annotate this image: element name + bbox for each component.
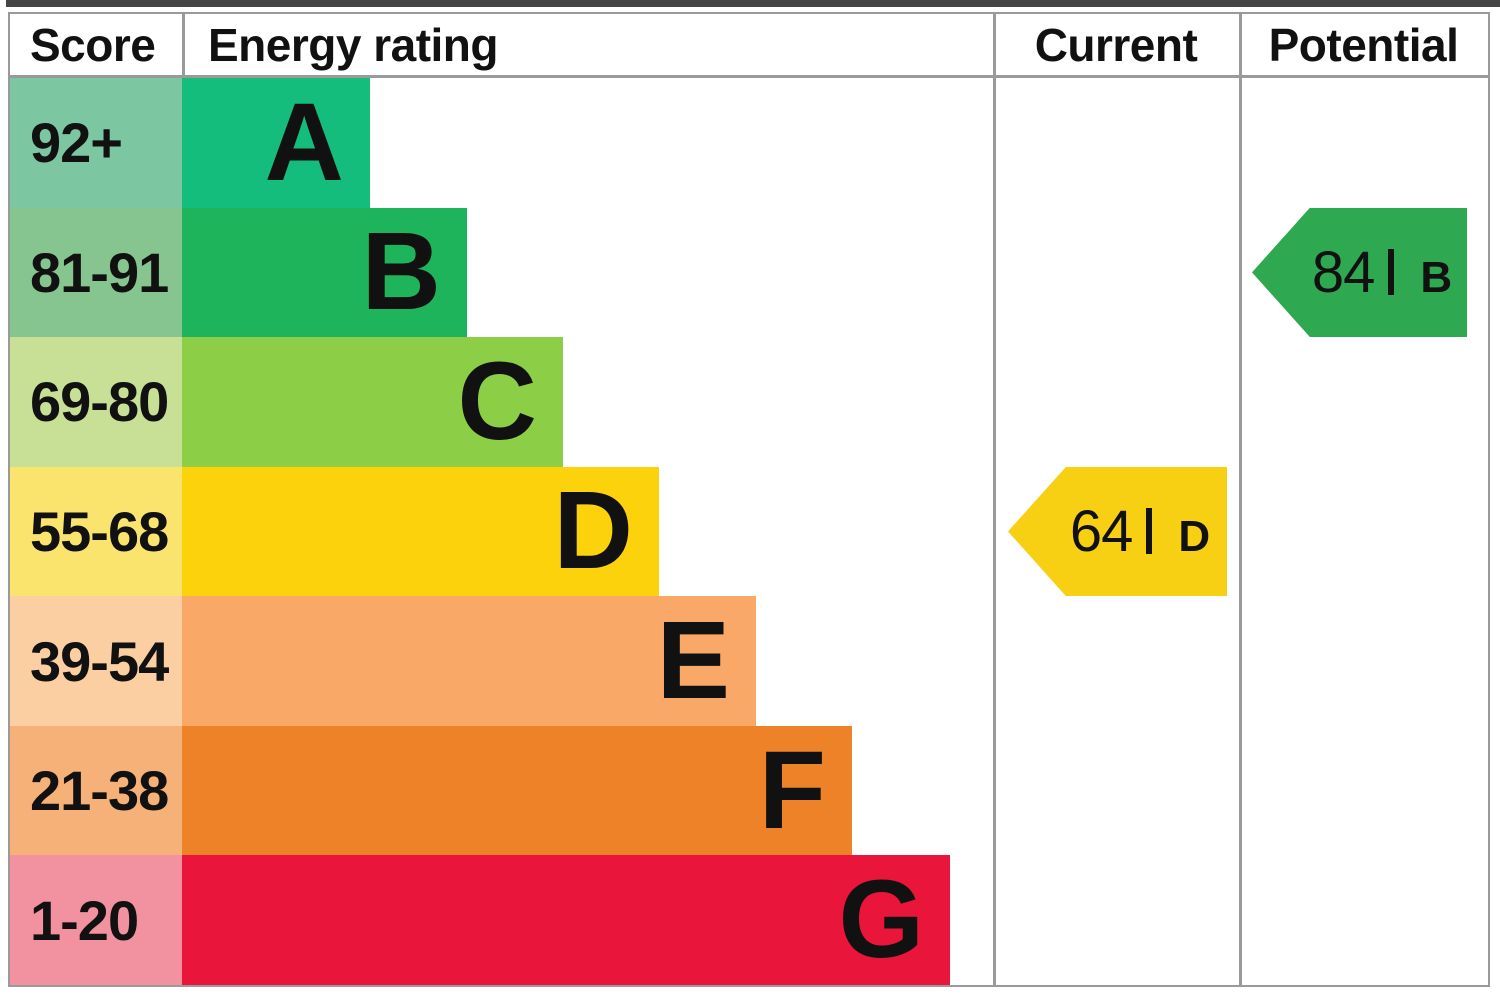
rating-bar-B: B bbox=[182, 207, 467, 338]
rating-bar-C: C bbox=[182, 337, 563, 467]
current-grade-letter: D bbox=[1178, 511, 1211, 561]
divider-current-potential bbox=[1239, 14, 1242, 985]
score-range-F: 21-38 bbox=[10, 725, 182, 856]
rating-bar-F: F bbox=[182, 725, 852, 856]
rating-bar-E: E bbox=[182, 596, 756, 726]
header-energy-rating: Energy rating bbox=[208, 18, 499, 71]
current-rating-arrow: 64 D bbox=[1008, 466, 1227, 597]
score-range-A: 92+ bbox=[10, 78, 182, 208]
potential-score-value: 84 bbox=[1311, 239, 1376, 305]
score-range-E: 39-54 bbox=[10, 596, 182, 726]
epc-table: Score Energy rating Current Potential 92… bbox=[8, 12, 1490, 987]
potential-separator bbox=[1388, 249, 1395, 296]
score-range-D: 55-68 bbox=[10, 466, 182, 597]
rating-bar-A: A bbox=[182, 78, 370, 208]
top-rule bbox=[6, 0, 1500, 7]
score-range-C: 69-80 bbox=[10, 337, 182, 467]
potential-grade-letter: B bbox=[1420, 252, 1453, 302]
header-current: Current bbox=[1034, 18, 1198, 71]
band-row-F: 21-38 F bbox=[10, 725, 993, 856]
potential-rating-arrow: 84 B bbox=[1252, 207, 1467, 338]
band-row-C: 69-80 C bbox=[10, 337, 993, 467]
rating-bar-D: D bbox=[182, 466, 659, 597]
score-range-G: 1-20 bbox=[10, 855, 182, 985]
rating-bar-G: G bbox=[182, 855, 950, 985]
current-score-value: 64 bbox=[1069, 498, 1134, 564]
band-row-E: 39-54 E bbox=[10, 596, 993, 726]
current-separator bbox=[1146, 508, 1153, 555]
band-row-B: 81-91 B bbox=[10, 207, 993, 338]
current-rating-label: 64 D bbox=[1070, 498, 1210, 565]
potential-rating-label: 84 B bbox=[1312, 239, 1452, 306]
band-row-G: 1-20 G bbox=[10, 855, 993, 985]
band-row-A: 92+ A bbox=[10, 78, 993, 208]
header-score: Score bbox=[30, 18, 156, 71]
table-header-row: Score Energy rating Current Potential bbox=[10, 14, 1488, 78]
band-row-D: 55-68 D bbox=[10, 466, 993, 597]
score-range-B: 81-91 bbox=[10, 207, 182, 338]
header-potential: Potential bbox=[1268, 18, 1459, 71]
divider-score-rating bbox=[182, 14, 185, 78]
divider-rating-current bbox=[993, 14, 996, 985]
